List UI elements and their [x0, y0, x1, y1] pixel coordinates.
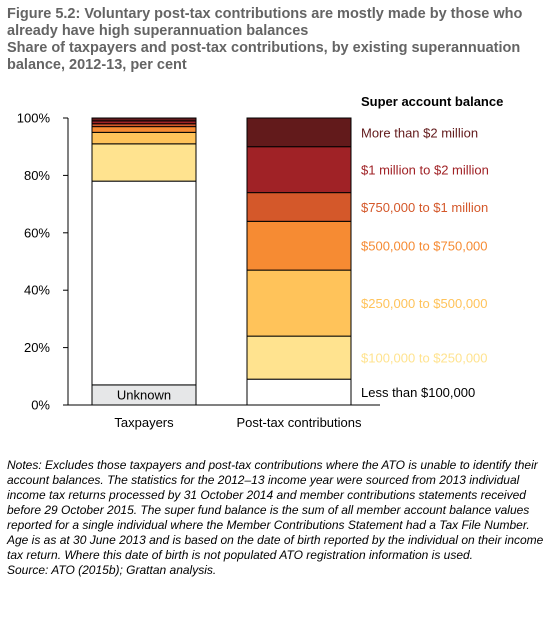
y-tick-label: 100%: [17, 111, 51, 126]
stacked-bar-chart: 0% 20% 40% 60% 80% 100% Unknown Taxpayers Post…: [17, 94, 504, 430]
series-labels: Less than $100,000 $100,000 to $250,000 $2…: [361, 125, 489, 400]
bar-segment: [91, 117, 197, 122]
bar-segment: [246, 220, 352, 271]
y-tick-label: 20%: [24, 340, 50, 355]
chart-subtitle: Share of taxpayers and post-tax contribu…: [7, 40, 521, 73]
x-tick-label: Post-tax contributions: [236, 415, 362, 430]
series-label: $250,000 to $500,000: [361, 296, 488, 311]
legend-title: Super account balance: [361, 94, 503, 109]
bar-segment: [246, 146, 352, 194]
y-tick-label: 60%: [24, 225, 50, 240]
series-label: More than $2 million: [361, 125, 478, 140]
source-text: Source: ATO (2015b); Grattan analysis.: [7, 563, 217, 577]
bar-segment: [91, 126, 197, 133]
x-tick-label: Taxpayers: [114, 415, 174, 430]
bar-segment: [246, 378, 352, 406]
series-label: $500,000 to $750,000: [361, 239, 488, 254]
series-label: Less than $100,000: [361, 385, 475, 400]
y-axis: 0% 20% 40% 60% 80% 100%: [17, 111, 69, 413]
bar-segment: [91, 143, 197, 182]
series-label: $1 million to $2 million: [361, 163, 489, 178]
x-axis: Taxpayers Post-tax contributions: [68, 404, 380, 430]
chart-title: Figure 5.2: Voluntary post-tax contribut…: [7, 6, 523, 39]
bar-segment: [246, 335, 352, 380]
series-label: $100,000 to $250,000: [361, 351, 488, 366]
bar-segment: [91, 131, 197, 145]
notes-text: Notes: Excludes those taxpayers and post…: [7, 458, 544, 562]
bar-segment-label: Unknown: [117, 387, 171, 402]
y-tick-label: 40%: [24, 283, 50, 298]
bar-segment: [246, 192, 352, 222]
y-tick-label: 80%: [24, 168, 50, 183]
bar-segment: [91, 180, 197, 386]
chart-notes: Notes: Excludes those taxpayers and post…: [7, 458, 545, 578]
y-tick-label: 0%: [31, 398, 50, 413]
bar-segment: [246, 269, 352, 337]
bars: Unknown: [91, 117, 352, 406]
bar-segment: [246, 117, 352, 148]
series-label: $750,000 to $1 million: [361, 200, 488, 215]
